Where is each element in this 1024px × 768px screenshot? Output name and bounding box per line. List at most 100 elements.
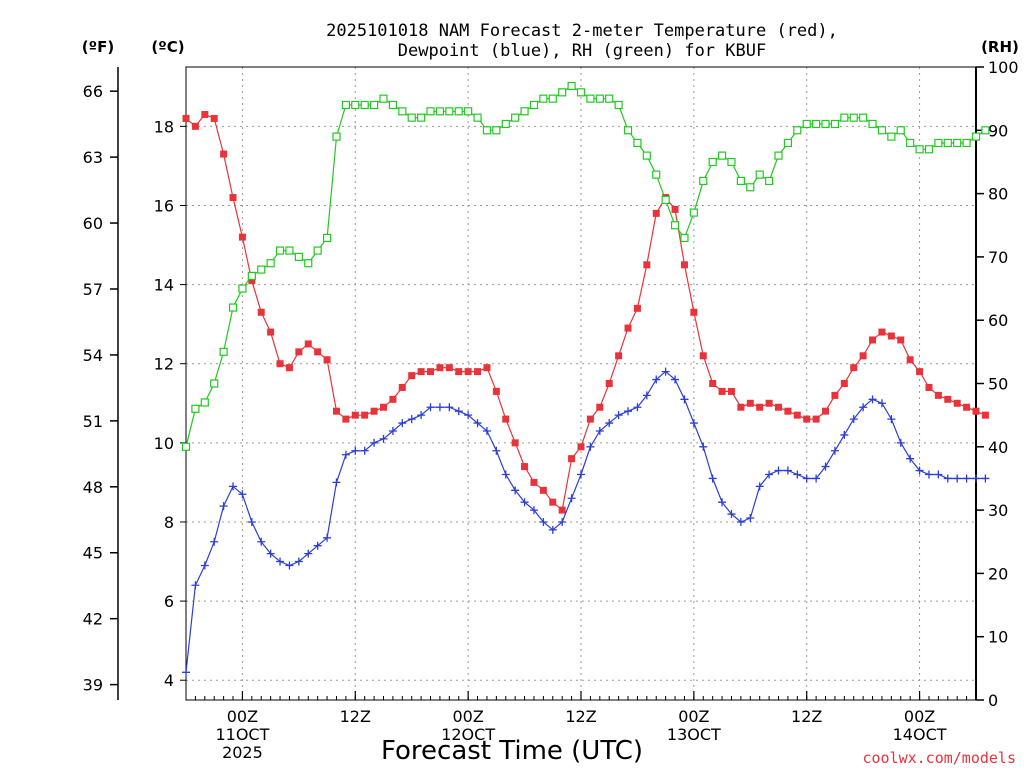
rh-tick-label: 90: [988, 121, 1008, 140]
dewpoint-point: [633, 403, 642, 412]
rh-point: [633, 138, 642, 148]
rh-point: [501, 119, 510, 129]
dewpoint-point: [783, 466, 792, 475]
fahrenheit-axis: 39 42 45 48 51 54 57 60 63 66: [83, 67, 119, 700]
dewpoint-point: [727, 510, 736, 519]
temperature-point: [351, 411, 359, 419]
temperature-point: [756, 403, 764, 411]
rh-point: [774, 151, 783, 160]
temperature-point: [897, 336, 905, 344]
time-tick-label: 2025: [222, 743, 263, 762]
dewpoint-point: [924, 470, 933, 479]
temperature-point: [718, 387, 726, 395]
dewpoint-point: [887, 415, 896, 424]
temperature-point: [436, 364, 444, 372]
temperature-point: [455, 368, 463, 376]
rh-point: [369, 100, 379, 110]
dewpoint-point: [210, 537, 219, 546]
celsius-tick-label: 10: [154, 434, 174, 453]
fahrenheit-tick-label: 51: [83, 412, 103, 431]
dewpoint-point: [558, 517, 567, 526]
dewpoint-point: [426, 403, 435, 412]
temperature-point: [539, 486, 547, 494]
series-layer: [181, 81, 990, 677]
rh-point: [398, 107, 407, 116]
temperature-point: [257, 308, 265, 316]
rh-point: [454, 107, 463, 116]
celsius-tick-label: 4: [164, 671, 174, 690]
dewpoint-point: [906, 454, 915, 463]
rh-point: [351, 100, 360, 110]
rh-point: [915, 145, 924, 154]
rh-point: [417, 113, 426, 122]
watermark: coolwx.com/models: [862, 749, 1016, 767]
rh-point: [812, 119, 821, 129]
fahrenheit-tick-label: 39: [83, 676, 103, 695]
dewpoint-point: [577, 470, 585, 479]
dewpoint-point: [388, 426, 397, 435]
rh-tick-label: 80: [988, 185, 1008, 204]
dewpoint-point: [323, 533, 332, 542]
dewpoint-point: [614, 411, 623, 420]
celsius-axis: 4 6 8 10 12 14 16 18: [154, 117, 186, 690]
temperature-point: [916, 368, 924, 376]
dewpoint-point: [953, 474, 962, 483]
rh-point: [464, 107, 473, 116]
dewpoint-point: [351, 446, 360, 455]
rh-point: [924, 145, 934, 154]
temperature-point: [238, 233, 246, 241]
dewpoint-point: [398, 419, 407, 428]
rh-point: [783, 138, 793, 148]
rh-point: [830, 119, 840, 129]
temperature-point: [887, 332, 895, 340]
rh-point: [539, 94, 548, 103]
rh-point: [661, 195, 670, 205]
rh-point: [426, 107, 435, 116]
temperature-point: [775, 403, 782, 411]
dewpoint-point: [642, 391, 651, 400]
dewpoint-point: [191, 581, 200, 590]
temperature-point: [229, 194, 237, 202]
rh-point: [445, 107, 454, 116]
rh-point: [934, 138, 943, 148]
rh-tick-label: 30: [988, 501, 1008, 520]
dewpoint-point: [859, 403, 868, 412]
temperature-point: [624, 324, 632, 332]
rh-point: [285, 246, 294, 255]
rh-point: [793, 126, 802, 135]
rh-point: [520, 107, 529, 116]
temperature-point: [925, 383, 933, 391]
temperature-point: [332, 407, 340, 415]
dewpoint-point: [492, 446, 501, 455]
rh-point: [332, 132, 341, 141]
temperature-point: [586, 415, 594, 423]
dewpoint-point: [407, 415, 416, 424]
dewpoint-point: [943, 474, 952, 483]
dewpoint-point: [482, 426, 491, 435]
rh-point: [736, 176, 745, 186]
temperature-point: [464, 368, 472, 376]
dewpoint-point: [661, 367, 670, 376]
fahrenheit-tick-label: 57: [83, 280, 103, 299]
dewpoint-point: [736, 517, 745, 526]
temperature-point: [727, 387, 735, 395]
temperature-point: [342, 415, 350, 423]
dewpoint-point: [520, 498, 529, 507]
fahrenheit-tick-label: 45: [83, 544, 103, 563]
celsius-axis-unit: (ºC): [151, 38, 184, 56]
rh-tick-label: 70: [988, 248, 1008, 267]
rh-point: [764, 176, 774, 186]
time-tick-label: 12OCT: [441, 725, 495, 744]
temperature-point: [191, 122, 199, 130]
time-tick-label: 00Z: [678, 707, 709, 726]
dewpoint-point: [605, 419, 614, 428]
temperature-point: [408, 372, 416, 380]
temperature-point: [427, 368, 435, 376]
temperature-point: [323, 356, 331, 364]
dewpoint-point: [464, 411, 473, 420]
rh-point: [266, 259, 275, 268]
dewpoint-point: [868, 395, 877, 404]
dewpoint-point: [849, 415, 858, 424]
time-tick-label: 00Z: [452, 707, 483, 726]
rh-point: [859, 113, 868, 122]
